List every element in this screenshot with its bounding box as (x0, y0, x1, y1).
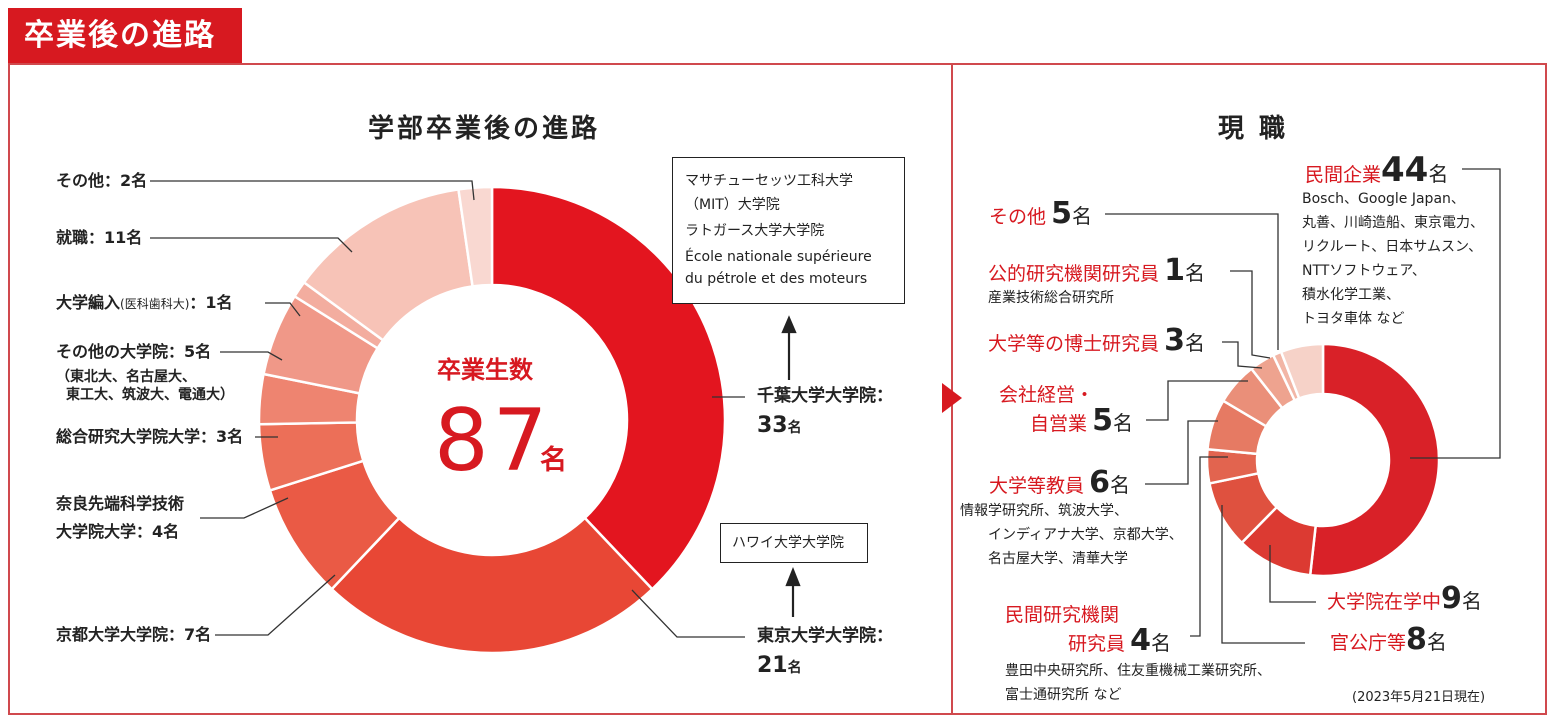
leader-lines (150, 168, 1501, 644)
left-donut (257, 185, 727, 655)
leader-r-government (1221, 505, 1305, 644)
right-donut-slice-9 (1279, 342, 1325, 401)
overseas-grad-box: マサチューセッツ工科大学 （MIT）大学院 ラトガース大学大学院 École n… (672, 157, 905, 304)
leader-r-faculty (1145, 420, 1218, 485)
leader-transfer (265, 302, 301, 317)
r-label-government: 官公庁等8名 (1330, 622, 1447, 657)
leader-r-private (1410, 168, 1501, 459)
right-donut-slice-1 (1308, 342, 1441, 578)
right-chart-title: 現 職 (1218, 114, 1289, 144)
r-note-private-2: 丸善、川崎造船、東京電力、 (1302, 215, 1484, 231)
r-note-faculty-1: 情報学研究所、筑波大学、 (960, 503, 1128, 519)
label-tokyo: 東京大学大学院： (757, 626, 893, 646)
r-label-other: その他 5名 (989, 196, 1092, 231)
left-donut-slice-9 (457, 185, 494, 288)
r-label-grad-student: 大学院在学中9名 (1327, 581, 1482, 616)
leader-tokyo (631, 589, 745, 638)
leader-r-exec (1146, 380, 1248, 421)
graduates-unit: 名 (540, 445, 567, 476)
left-donut-slice-1 (490, 185, 727, 591)
label-naist-2: 大学院大学：4名 (56, 522, 180, 541)
leader-r-postdoc (1222, 341, 1263, 369)
r-note-faculty-2: インディアナ大学、京都大学、 (988, 527, 1183, 543)
r-note-private-1: Bosch、Google Japan、 (1302, 191, 1465, 207)
r-label-exec-2: 自営業 5名 (1030, 403, 1133, 438)
r-label-private-res-1: 民間研究機関 (1005, 604, 1120, 626)
graduates-label: 卒業生数 (437, 356, 533, 384)
r-note-private-4: NTTソフトウェア、 (1302, 263, 1426, 279)
r-note-private-res-1: 豊田中央研究所、住友重機械工業研究所、 (1005, 663, 1271, 679)
label-chiba: 千葉大学大学院： (757, 386, 893, 406)
right-donut (1205, 342, 1441, 578)
label-other-grad-note2: 東工大、筑波大、電通大） (66, 387, 234, 403)
arrows (781, 315, 801, 617)
leader-other (150, 180, 475, 201)
label-other: その他：2名 (56, 171, 148, 190)
r-label-exec-1: 会社経営・ (999, 384, 1095, 406)
left-chart-title: 学部卒業後の進路 (368, 114, 601, 144)
page-title: 卒業後の進路 (8, 8, 242, 63)
r-note-private-res-2: 富士通研究所 など (1005, 687, 1122, 703)
label-tokyo-count: 21名 (757, 653, 802, 678)
label-sokendai: 総合研究大学院大学：3名 (56, 427, 244, 446)
label-kyoto: 京都大学大学院：7名 (56, 625, 212, 644)
transition-arrow-icon (942, 383, 962, 413)
label-naist-1: 奈良先端科学技術 (56, 494, 185, 513)
leader-r-other (1105, 213, 1279, 350)
right-panel (953, 63, 1547, 715)
r-note-private-6: トヨタ車体 など (1302, 311, 1405, 327)
leader-r-private-res (1190, 456, 1228, 637)
left-panel (8, 63, 953, 715)
leader-naist (200, 497, 289, 519)
leader-kyoto (215, 574, 336, 636)
r-label-private-res-2: 研究員 4名 (1068, 623, 1171, 658)
r-label-faculty: 大学等教員 6名 (989, 465, 1130, 500)
r-note-private-3: リクルート、日本サムスン、 (1302, 239, 1483, 255)
hawaii-box: ハワイ大学大学院 (720, 523, 868, 563)
leader-r-public (1230, 270, 1271, 359)
label-transfer: 大学編入(医科歯科大)：1名 (56, 293, 233, 312)
label-other-grad-note1: （東北大、名古屋大、 (56, 369, 196, 385)
r-label-postdoc: 大学等の博士研究員 3名 (988, 323, 1205, 358)
graduates-count: 87 (434, 391, 552, 491)
left-donut-slice-2 (329, 516, 655, 655)
r-label-public: 公的研究機関研究員 1名 (988, 253, 1205, 288)
r-label-private: 民間企業44名 (1305, 150, 1449, 190)
date-note: (2023年5月21日現在) (1352, 690, 1486, 705)
r-note-faculty-3: 名古屋大学、清華大学 (988, 551, 1128, 567)
label-employment: 就職：11名 (56, 228, 143, 247)
leader-r-grad (1269, 545, 1316, 603)
leader-employment (150, 237, 353, 253)
r-note-private-5: 積水化学工業、 (1302, 287, 1400, 303)
leader-other-grad (220, 351, 283, 361)
label-other-grad: その他の大学院：5名 (56, 342, 212, 361)
r-note-public: 産業技術総合研究所 (988, 290, 1114, 306)
label-chiba-count: 33名 (757, 413, 802, 438)
